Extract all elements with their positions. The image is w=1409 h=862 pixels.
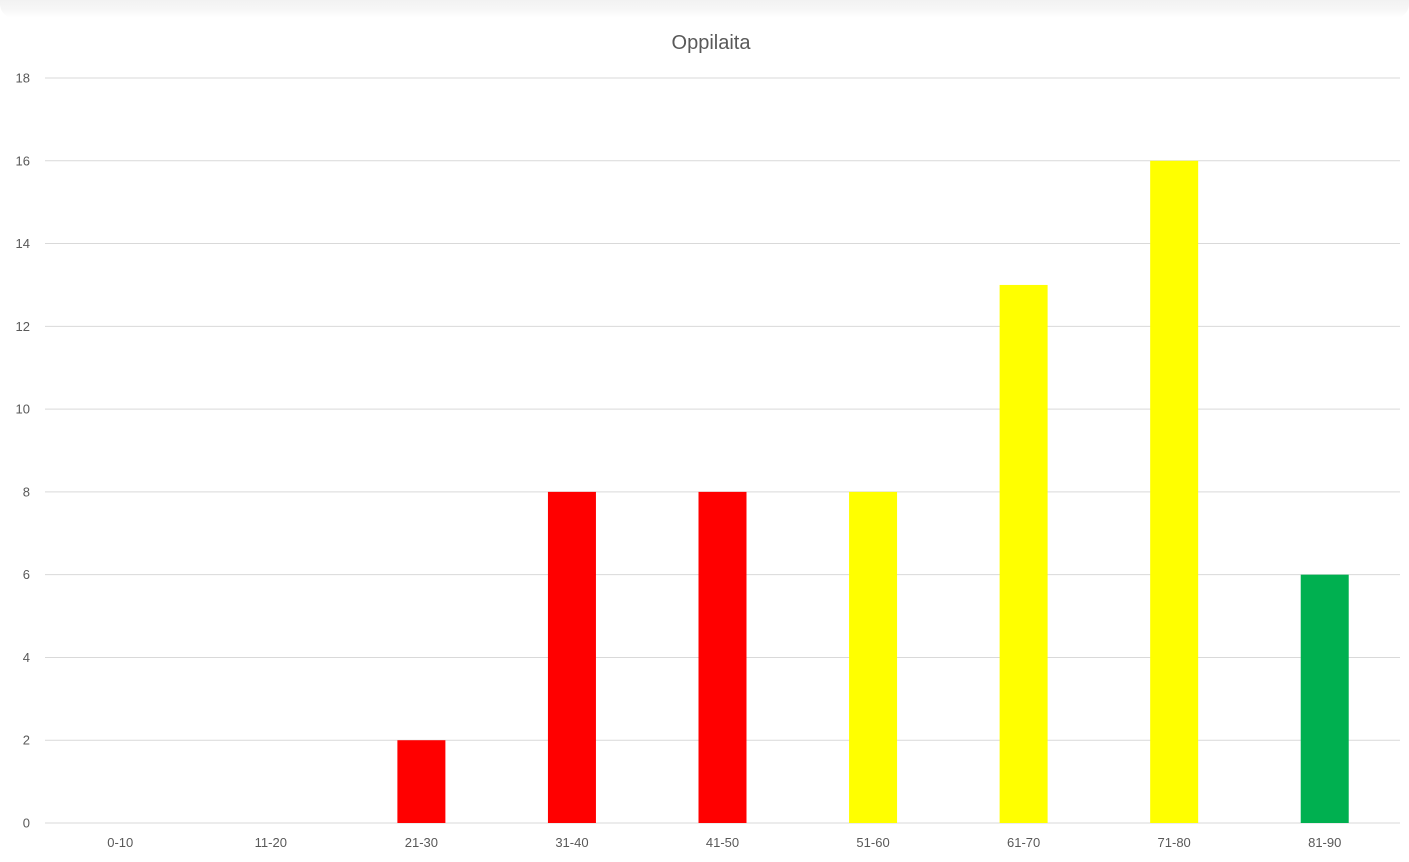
x-tick-label: 81-90 <box>1308 835 1341 850</box>
y-tick-label: 2 <box>23 733 30 748</box>
x-tick-label: 51-60 <box>856 835 889 850</box>
x-tick-label: 71-80 <box>1158 835 1191 850</box>
y-tick-label: 16 <box>16 153 30 168</box>
y-tick-label: 8 <box>23 484 30 499</box>
bar-51-60 <box>849 491 898 823</box>
y-tick-label: 4 <box>23 650 30 665</box>
bar-61-70 <box>999 284 1048 823</box>
x-tick-label: 0-10 <box>107 835 133 850</box>
y-tick-label: 0 <box>23 816 30 831</box>
x-tick-label: 11-20 <box>255 835 287 850</box>
x-axis-ticks: 0-10 11-20 21-30 31-40 41-50 51-60 61-70 71-80 8… <box>107 835 1341 850</box>
y-tick-label: 10 <box>16 402 30 417</box>
bar-81-90 <box>1300 574 1349 823</box>
bar-41-50 <box>698 491 747 823</box>
chart-title: Oppilaita <box>672 32 752 54</box>
x-tick-label: 31-40 <box>555 835 588 850</box>
bars <box>397 160 1349 823</box>
x-tick-label: 21-30 <box>405 835 438 850</box>
y-tick-label: 12 <box>16 319 30 334</box>
y-tick-label: 18 <box>16 71 30 86</box>
bar-21-30 <box>397 740 446 823</box>
x-tick-label: 41-50 <box>706 835 739 850</box>
y-tick-label: 6 <box>23 567 30 582</box>
bar-71-80 <box>1150 160 1199 823</box>
bar-31-40 <box>547 491 596 823</box>
y-axis-ticks: 0 2 4 6 8 10 12 14 16 18 <box>16 71 30 831</box>
chart-top-edge <box>0 0 1409 18</box>
x-tick-label: 61-70 <box>1007 835 1040 850</box>
y-tick-label: 14 <box>16 236 30 251</box>
